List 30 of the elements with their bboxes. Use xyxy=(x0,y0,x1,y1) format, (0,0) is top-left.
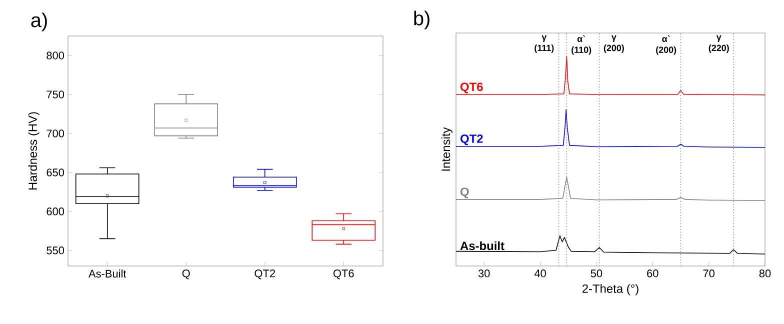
text: a) xyxy=(31,12,47,32)
x-tick-label: 50 xyxy=(590,270,602,278)
ref-line-label: α` (200) xyxy=(656,35,676,55)
x-tick-label: 70 xyxy=(703,270,714,278)
y-tick-label: 550 xyxy=(46,246,64,254)
ref-line-label: α` (110) xyxy=(572,35,592,55)
x-tick-label: 80 xyxy=(759,270,771,278)
ref-line-label: γ (111) xyxy=(534,35,554,53)
y-tick-label: 650 xyxy=(46,168,64,176)
x-tick-label: QT2 xyxy=(254,270,275,280)
ref-line-label: γ (200) xyxy=(604,35,624,53)
x-tick-label: As-Built xyxy=(88,270,126,278)
ref-line-label: γ (220) xyxy=(708,35,729,53)
text: b) xyxy=(414,10,430,30)
series-label: Q xyxy=(460,188,469,198)
series-label: QT2 xyxy=(460,134,483,146)
y-tick-label: 700 xyxy=(46,130,64,138)
y-tick-label: 600 xyxy=(46,208,64,216)
y-axis-title: Intensity xyxy=(441,127,452,171)
x-tick-label: 40 xyxy=(534,270,546,278)
x-tick-label: 30 xyxy=(478,270,490,278)
x-tick-label: Q xyxy=(182,270,190,280)
series-label: QT6 xyxy=(460,82,483,94)
x-tick-label: 60 xyxy=(647,270,658,278)
x-tick-label: QT6 xyxy=(333,270,354,280)
x-axis-title: 2-Theta (°) xyxy=(582,284,638,296)
y-axis-title: Hardness (HV) xyxy=(28,112,40,190)
y-tick-label: 750 xyxy=(46,90,64,98)
y-tick-label: 800 xyxy=(46,52,64,60)
series-label: As-built xyxy=(460,241,504,250)
